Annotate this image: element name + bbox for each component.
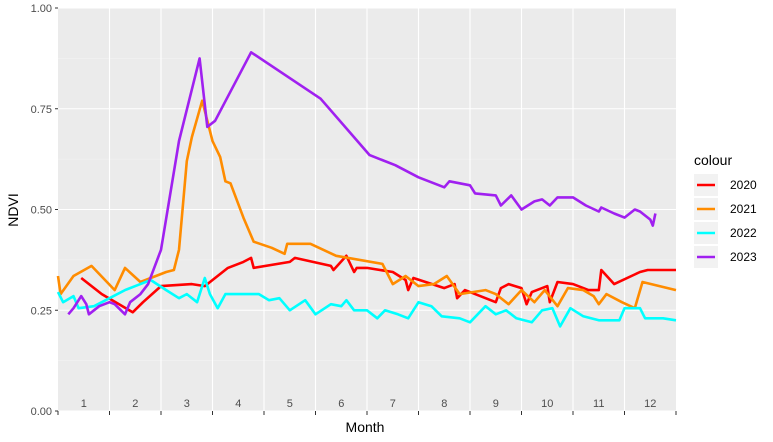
y-tick-label: 0.50 — [31, 205, 52, 217]
x-month-boundary-ticks — [57, 411, 677, 415]
x-month-label: 9 — [493, 398, 499, 410]
x-month-label: 4 — [235, 398, 241, 410]
x-month-label: 2 — [132, 398, 138, 410]
y-tick-label: 0.25 — [31, 305, 52, 317]
y-tick-label: 0.00 — [31, 406, 52, 418]
legend: colour 2020 2021 2022 2023 — [694, 152, 757, 268]
series-line-2020 — [80, 254, 676, 314]
x-axis-title: Month — [346, 419, 385, 435]
legend-label-2022: 2022 — [730, 226, 757, 240]
legend-label-2021: 2021 — [730, 202, 757, 216]
x-month-label: 11 — [593, 398, 604, 410]
y-tick-label: 1.00 — [31, 3, 52, 15]
legend-title: colour — [694, 152, 732, 168]
x-month-label: 7 — [390, 398, 396, 410]
y-tick-label: 0.75 — [31, 104, 52, 116]
series-lines — [56, 51, 677, 328]
x-month-label: 10 — [541, 398, 553, 410]
series-line-2021 — [56, 99, 677, 310]
x-month-label: 3 — [184, 398, 190, 410]
legend-label-2020: 2020 — [730, 178, 757, 192]
x-month-label: 12 — [644, 398, 656, 410]
x-month-label: 1 — [81, 398, 87, 410]
x-month-labels: 1 2 3 4 5 6 7 8 9 10 11 12 — [81, 398, 657, 410]
major-gridlines — [58, 7, 676, 412]
series-line-2022 — [56, 276, 677, 328]
series-line-2023 — [67, 51, 657, 316]
y-axis-title: NDVI — [5, 193, 21, 226]
x-month-label: 8 — [441, 398, 447, 410]
x-month-label: 6 — [338, 398, 344, 410]
x-month-label: 5 — [287, 398, 293, 410]
y-axis: 0.00 0.25 0.50 0.75 1.00 — [31, 3, 58, 418]
legend-label-2023: 2023 — [730, 250, 757, 264]
